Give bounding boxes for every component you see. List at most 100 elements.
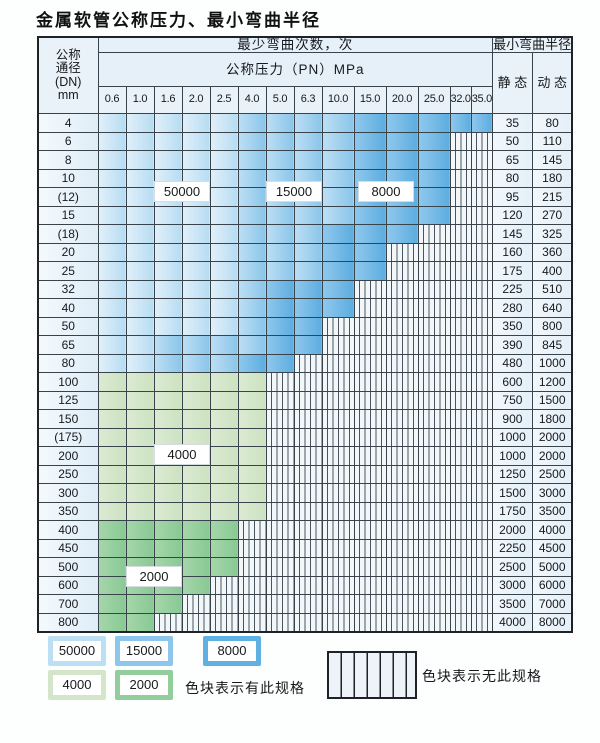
dn-cell: 80 [37,353,99,374]
grid-cell-50000 [209,150,239,170]
grid-cell-4000 [209,501,239,522]
grid-cell-50000 [181,150,211,170]
grid-cell-unavailable [385,501,419,522]
grid-cell-unavailable [417,298,451,318]
grid-cell-15000 [293,131,323,152]
grid-cell-unavailable [385,483,419,503]
grid-cell-15000 [237,242,267,263]
grid-cell-unavailable [181,612,211,633]
grid-cell-4000 [97,501,127,522]
grid-cell-unavailable [237,538,267,559]
grid-cell-unavailable [353,557,387,577]
static-value-cell: 145 [491,224,533,244]
grid-cell-50000 [97,131,127,152]
grid-cell-8000 [385,224,419,244]
dn-cell: 25 [37,261,99,281]
grid-cell-unavailable [385,279,419,300]
grid-cell-unavailable [417,557,451,577]
table-row: (175) 1000 2000 [37,427,573,448]
grid-cell-unavailable [417,353,451,374]
grid-cell-unavailable [417,612,451,633]
grid-cell-unavailable [265,446,295,466]
grid-cell-unavailable [353,372,387,392]
grid-cell-50000 [125,316,155,337]
header-row-2: 公称压力（PN）MPa 静 态 动 态 [38,52,573,115]
static-value-cell: 1250 [491,464,533,485]
grid-cell-unavailable [470,298,493,318]
dynamic-value-cell: 360 [531,242,573,263]
dn-cell: 400 [37,520,99,540]
table-row: 350 1750 3500 [37,501,573,522]
grid-cell-4000 [237,409,267,429]
grid-cell-15000 [321,187,355,207]
grid-cell-50000 [125,131,155,152]
grid-cell-4000 [181,483,211,503]
dynamic-value-cell: 1500 [531,390,573,411]
grid-cell-15000 [153,353,183,374]
grid-cell-unavailable [209,575,239,596]
grid-cell-unavailable [417,446,451,466]
grid-cell-unavailable [293,520,323,540]
grid-cell-unavailable [417,242,451,263]
grid-cell-unavailable [385,353,419,374]
dynamic-value-cell: 640 [531,298,573,318]
grid-cell-unavailable [449,575,472,596]
grid-cell-unavailable [353,483,387,503]
dn-cell: 150 [37,409,99,429]
grid-cell-2000 [97,575,127,596]
grid-cell-50000 [181,224,211,244]
grid-cell-50000 [181,205,211,226]
grid-cell-unavailable [353,390,387,411]
dn-cell: (175) [37,427,99,448]
grid-cell-unavailable [449,168,472,189]
grid-cell-50000 [153,261,183,281]
grid-cell-50000 [181,261,211,281]
grid-cell-8000 [321,298,355,318]
grid-cell-2000 [181,575,211,596]
grid-cell-unavailable [470,409,493,429]
grid-cell-unavailable [470,279,493,300]
table-row: 50 350 800 [37,316,573,337]
static-value-cell: 1750 [491,501,533,522]
grid-cell-4000 [125,409,155,429]
grid-cell-unavailable [293,501,323,522]
grid-cell-unavailable [449,131,472,152]
dn-cell: 65 [37,335,99,355]
dynamic-value-cell: 800 [531,316,573,337]
grid-cell-unavailable [449,279,472,300]
grid-cell-unavailable [293,594,323,614]
pressure-header: 公称压力（PN）MPa [97,52,493,88]
static-value-cell: 95 [491,187,533,207]
grid-cell-8000 [293,298,323,318]
pressure-tick: 32.0 [449,86,472,115]
grid-cell-15000 [237,205,267,226]
grid-cell-50000 [181,113,211,133]
table-row: 40 280 640 [37,298,573,318]
grid-cell-8000 [417,187,451,207]
static-value-cell: 750 [491,390,533,411]
grid-cell-50000 [209,242,239,263]
grid-cell-2000 [153,520,183,540]
grid-cell-50000 [97,242,127,263]
grid-cell-50000 [181,131,211,152]
region-label-8000: 8000 [358,181,414,202]
grid-cell-50000 [181,279,211,300]
grid-cell-15000 [237,298,267,318]
static-value-cell: 4000 [491,612,533,633]
grid-cell-8000 [353,224,387,244]
grid-cell-4000 [209,464,239,485]
grid-cell-unavailable [385,575,419,596]
grid-cell-15000 [293,150,323,170]
grid-cell-unavailable [237,594,267,614]
grid-cell-15000 [237,279,267,300]
grid-cell-unavailable [385,261,419,281]
grid-cell-50000 [125,298,155,318]
grid-cell-unavailable [353,575,387,596]
pressure-tick: 4.0 [237,86,267,115]
grid-cell-unavailable [449,464,472,485]
grid-cell-15000 [265,224,295,244]
table-row: 25 175 400 [37,261,573,281]
dn-cell: 50 [37,316,99,337]
grid-cell-8000 [265,298,295,318]
grid-cell-8000 [385,113,419,133]
